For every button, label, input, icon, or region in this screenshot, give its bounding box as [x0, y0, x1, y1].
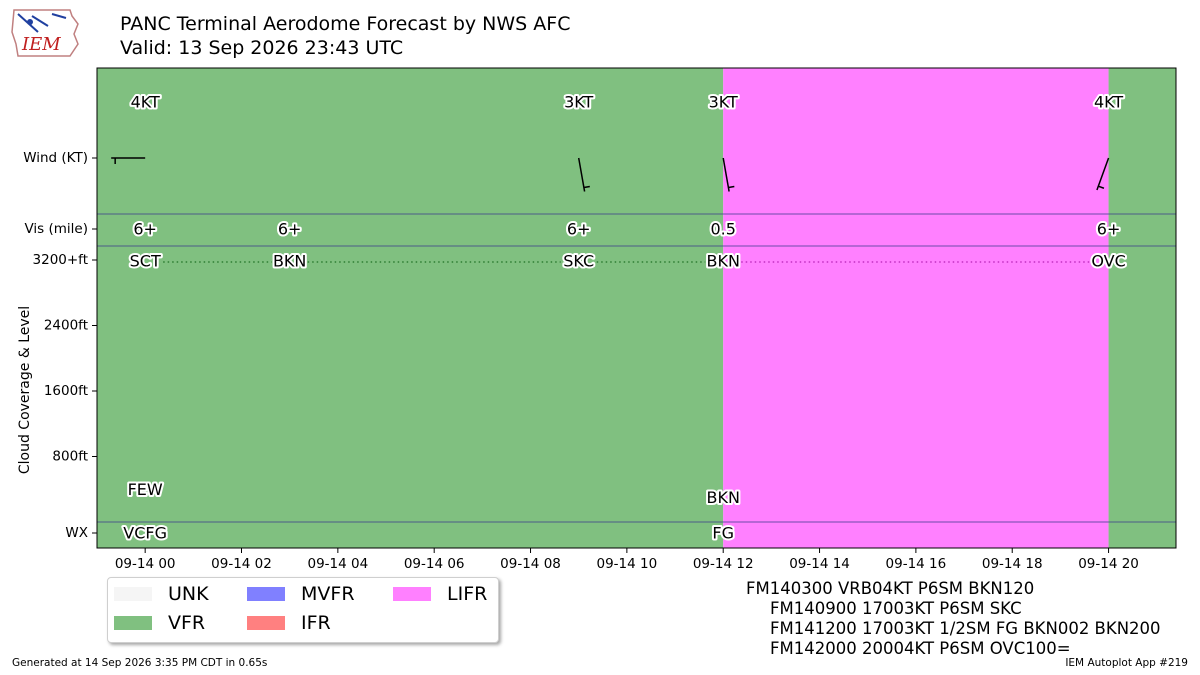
cloud-coverage-label: OVC	[1091, 252, 1125, 271]
y-tick-label: 3200+ft	[33, 252, 88, 268]
legend-swatch	[393, 587, 431, 601]
chart-annotations: 4KT 3KT 3KT 4KT 6+ 6+ 6+ 0.5 6+ SCT BKN SKC BKN OVC FE…	[121, 91, 1127, 545]
x-tick-label: 09-14 00	[115, 556, 176, 572]
taf-line: FM142000 20004KT P6SM OVC100=	[770, 639, 1071, 658]
y-tick-label: 800ft	[52, 449, 88, 465]
wind-barb-shaft	[577, 157, 586, 192]
cloud-coverage-label: BKN	[706, 252, 739, 271]
x-tick-label: 09-14 10	[597, 556, 658, 572]
legend-item-mvfr: MVFR	[247, 583, 355, 605]
y-tick-label: Vis (mile)	[24, 221, 88, 237]
legend-swatch	[114, 587, 152, 601]
visibility-label: 6+	[133, 220, 157, 239]
visibility-label: 0.5	[710, 220, 735, 239]
legend-label: LIFR	[447, 583, 488, 605]
category-band-lifr	[723, 68, 1109, 548]
legend-label: IFR	[301, 612, 331, 634]
wind-barb	[1096, 157, 1110, 191]
legend-item-unk: UNK	[114, 583, 209, 605]
generated-footer: Generated at 14 Sep 2026 3:35 PM CDT in …	[12, 657, 268, 669]
taf-line: FM140900 17003KT P6SM SKC	[770, 599, 1022, 618]
wind-barbs	[111, 157, 1110, 192]
visibility-label: 6+	[567, 220, 591, 239]
cloud-coverage-label: BKN	[273, 252, 306, 271]
taf-text: FM140300 VRB04KT P6SM BKN120 FM140900 170…	[746, 579, 1161, 659]
wind-barb-shaft	[1096, 157, 1110, 191]
chart-axes: 09-14 00 09-14 02 09-14 04 09-14 06 09-14 08…	[17, 67, 1177, 572]
wind-speed-label: 4KT	[1094, 93, 1123, 112]
legend-item-lifr: LIFR	[393, 583, 487, 605]
weather-label: VCFG	[123, 524, 167, 543]
category-band-vfr	[1108, 68, 1176, 548]
legend: UNK VFR MVFR IFR LIFR	[107, 577, 499, 643]
y-tick-label: WX	[65, 525, 88, 541]
app-footer: IEM Autoplot App #219	[1065, 657, 1188, 669]
flight-category-bands	[97, 68, 1176, 548]
y-tick-label: 1600ft	[44, 383, 88, 399]
x-tick-label: 09-14 16	[886, 556, 947, 572]
y-axis-label: Cloud Coverage & Level	[17, 306, 33, 474]
title-line-2: Valid: 13 Sep 2026 23:43 UTC	[120, 37, 404, 59]
wind-barb-feather	[583, 185, 590, 189]
visibility-label: 6+	[1097, 220, 1121, 239]
legend-label: UNK	[168, 583, 209, 605]
plot-frame	[96, 67, 1177, 549]
y-tick-label: Wind (KT)	[23, 150, 88, 166]
taf-line: FM141200 17003KT 1/2SM FG BKN002 BKN200	[770, 619, 1161, 638]
x-tick-label: 09-14 14	[789, 556, 850, 572]
x-tick-label: 09-14 12	[693, 556, 754, 572]
x-tick-label: 09-14 20	[1078, 556, 1139, 572]
legend-swatch	[247, 587, 285, 601]
cloud-coverage-label: SKC	[563, 252, 594, 271]
wind-barb	[577, 157, 590, 192]
x-tick-label: 09-14 04	[307, 556, 368, 572]
category-band-vfr	[97, 68, 724, 548]
weather-label: FG	[712, 524, 734, 543]
logo-text: IEM	[21, 34, 61, 55]
legend-item-ifr: IFR	[247, 612, 331, 634]
low-cloud-label: FEW	[128, 480, 163, 499]
wind-speed-label: 4KT	[131, 93, 160, 112]
chart-title: PANC Terminal Aerodome Forecast by NWS A…	[120, 12, 570, 60]
wind-speed-label: 3KT	[564, 93, 593, 112]
wind-speed-label: 3KT	[709, 93, 738, 112]
legend-label: MVFR	[301, 583, 355, 605]
taf-line: FM140300 VRB04KT P6SM BKN120	[746, 579, 1035, 598]
y-tick-label: 2400ft	[44, 318, 88, 334]
x-tick-label: 09-14 08	[500, 556, 561, 572]
visibility-label: 6+	[278, 220, 302, 239]
iem-logo: IEM	[11, 9, 79, 57]
cloud-coverage-label: SCT	[130, 252, 161, 271]
low-cloud-label: BKN	[706, 488, 739, 507]
x-tick-label: 09-14 18	[982, 556, 1043, 572]
legend-swatch	[247, 616, 285, 630]
legend-item-vfr: VFR	[114, 612, 205, 634]
x-tick-label: 09-14 02	[211, 556, 272, 572]
row-dividers	[97, 213, 1176, 523]
wind-barb	[722, 157, 735, 192]
legend-label: VFR	[168, 612, 206, 634]
wind-barb-shaft	[722, 157, 730, 192]
title-line-1: PANC Terminal Aerodome Forecast by NWS A…	[120, 13, 571, 35]
wind-barb	[111, 157, 146, 164]
legend-swatch	[114, 616, 152, 630]
wind-barb-feather	[1098, 185, 1105, 189]
wind-barb-feather	[728, 185, 735, 189]
x-tick-label: 09-14 06	[404, 556, 465, 572]
